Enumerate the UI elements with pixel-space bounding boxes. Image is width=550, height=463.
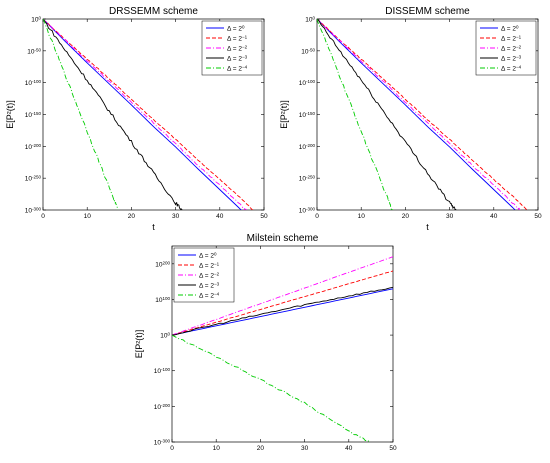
legend-entry: Δ = 2−4	[501, 64, 522, 73]
y-tick-label: 10-100	[299, 79, 316, 88]
y-tick-label: 10200	[155, 260, 170, 269]
y-tick-label: 10-200	[299, 142, 316, 151]
y-tick-label: 100	[31, 15, 41, 24]
y-tick-label: 10-250	[25, 174, 42, 183]
x-tick-label: 40	[345, 445, 353, 452]
y-tick-label: 10-50	[27, 47, 41, 56]
x-tick-label: 0	[315, 213, 319, 220]
series-line-4	[43, 19, 183, 210]
legend-entry: Δ = 2−1	[199, 261, 220, 270]
series-line-1	[172, 288, 393, 336]
y-tick-label: 100	[305, 15, 315, 24]
series-line-5	[317, 19, 393, 210]
x-tick-label: 50	[260, 213, 268, 220]
x-tick-label: 0	[41, 213, 45, 220]
x-tick-label: 50	[389, 445, 397, 452]
chart-panel-1: 0 10 20 30 40 50 100 10-50 10-100 10-150 10-200 10-…	[5, 6, 268, 232]
y-tick-label: 10-100	[25, 79, 42, 88]
legend-entry: Δ = 20	[227, 24, 245, 33]
x-tick-label: 20	[128, 213, 136, 220]
series-line-1	[43, 19, 242, 210]
x-tick-label: 10	[358, 213, 366, 220]
y-tick-label: 10-300	[154, 438, 171, 447]
chart-panel-2: 0 10 20 30 40 50 100 10-50 10-100 10-150 10-200 10-…	[279, 6, 542, 232]
chart-panel-3: 0 10 20 30 40 50 10200 10100 100 10-100 10-200 10-3…	[134, 233, 397, 452]
series-line-3	[172, 256, 393, 336]
y-tick-label: 10100	[155, 295, 170, 304]
y-tick-label: 10-50	[301, 47, 315, 56]
legend-entry: Δ = 2−3	[501, 54, 522, 63]
legend-entry: Δ = 2−2	[227, 44, 248, 53]
chart-title: DISSEMM scheme	[385, 6, 470, 17]
x-axis-label: t	[152, 222, 155, 232]
x-tick-label: 20	[402, 213, 410, 220]
x-axis-label: t	[426, 222, 429, 232]
legend-entry: Δ = 20	[501, 24, 519, 33]
x-tick-label: 30	[301, 445, 309, 452]
y-axis-label: E[P²(t)]	[5, 100, 15, 129]
y-tick-label: 10-300	[25, 206, 42, 215]
y-tick-label: 10-150	[25, 111, 42, 120]
legend-entry: Δ = 2−4	[227, 64, 248, 73]
series-line-5	[172, 334, 371, 442]
legend	[475, 20, 537, 76]
y-tick-label: 10-200	[25, 142, 42, 151]
legend	[173, 247, 235, 303]
legend	[201, 20, 263, 76]
series-line-1	[317, 19, 516, 210]
series-line-3	[43, 19, 247, 210]
x-tick-label: 50	[534, 213, 542, 220]
x-tick-label: 40	[216, 213, 224, 220]
x-tick-label: 30	[446, 213, 454, 220]
y-tick-label: 10-200	[154, 402, 171, 411]
legend-entry: Δ = 20	[199, 251, 217, 260]
y-tick-label: 100	[160, 331, 170, 340]
series-line-2	[172, 270, 393, 336]
legend-entry: Δ = 2−1	[227, 34, 248, 43]
y-tick-label: 10-100	[154, 367, 171, 376]
series-line-2	[317, 19, 528, 210]
x-tick-label: 30	[172, 213, 180, 220]
legend-entry: Δ = 2−4	[199, 291, 220, 300]
x-tick-label: 10	[213, 445, 221, 452]
series-line-4	[172, 286, 393, 336]
series-line-3	[317, 19, 521, 210]
y-axis-label: E[P²(t)]	[279, 100, 289, 129]
x-tick-label: 0	[170, 445, 174, 452]
chart-title: DRSSEMM scheme	[109, 6, 198, 17]
series-line-4	[317, 19, 457, 210]
legend-entry: Δ = 2−2	[199, 271, 220, 280]
x-tick-label: 10	[84, 213, 92, 220]
x-tick-label: 20	[257, 445, 265, 452]
y-tick-label: 10-250	[299, 174, 316, 183]
y-axis-label: E[P²(t)]	[134, 330, 144, 359]
series-line-5	[43, 19, 119, 210]
x-tick-label: 40	[490, 213, 498, 220]
legend-entry: Δ = 2−2	[501, 44, 522, 53]
y-tick-label: 10-300	[299, 206, 316, 215]
legend-entry: Δ = 2−3	[227, 54, 248, 63]
series-line-2	[43, 19, 254, 210]
legend-entry: Δ = 2−1	[501, 34, 522, 43]
y-tick-label: 10-150	[299, 111, 316, 120]
legend-entry: Δ = 2−3	[199, 281, 220, 290]
chart-title: Milstein scheme	[247, 233, 319, 244]
